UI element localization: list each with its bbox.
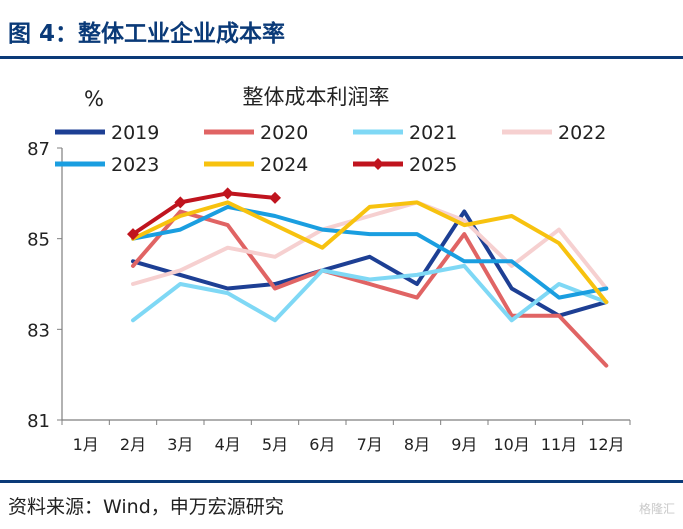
header-rule — [0, 56, 683, 59]
legend-label-2022: 2022 — [558, 122, 606, 144]
footer-rule — [0, 480, 683, 483]
x-tick-label: 7月 — [357, 435, 383, 454]
x-tick-label: 12月 — [588, 435, 624, 454]
series-line-2023 — [131, 204, 609, 300]
series-point-2025 — [221, 187, 234, 200]
x-tick-label: 6月 — [309, 435, 335, 454]
chart-title: 整体成本利润率 — [243, 85, 390, 109]
legend-label-2023: 2023 — [111, 154, 159, 176]
figure-title: 图 4：整体工业企业成本率 — [8, 21, 286, 47]
y-axis-unit: % — [84, 87, 104, 111]
series-line-2025 — [131, 191, 277, 237]
x-tick-label: 11月 — [541, 435, 577, 454]
line-chart: 整体成本利润率% 81 83 85 87 1月 2月 3月 4月 5月 6月 7月 8月 9月 10月 11月… — [27, 85, 631, 454]
x-tick-label: 8月 — [404, 435, 430, 454]
series-point-2025 — [269, 191, 281, 204]
watermark: 格隆汇 — [638, 502, 675, 516]
series-line-2022 — [131, 200, 609, 291]
x-tick-label: 5月 — [262, 435, 288, 454]
y-tick-label: 85 — [27, 230, 50, 251]
series-point-2025 — [174, 196, 187, 209]
y-tick-label: 83 — [27, 320, 50, 341]
x-tick-label: 3月 — [167, 435, 193, 454]
legend-label-2020: 2020 — [260, 122, 308, 144]
legend-label-2019: 2019 — [111, 122, 159, 144]
x-tick-label: 10月 — [493, 435, 529, 454]
x-tick-label: 9月 — [451, 435, 477, 454]
x-tick-label: 2月 — [120, 435, 146, 454]
legend-label-2024: 2024 — [260, 154, 308, 176]
chart-header: 图 4：整体工业企业成本率 — [0, 0, 683, 60]
series-point-2025 — [127, 228, 139, 241]
series-line-2020 — [131, 209, 609, 368]
series-line-2021 — [131, 263, 609, 323]
y-tick-label: 81 — [27, 411, 50, 432]
series-line-2024 — [131, 200, 609, 305]
y-tick-label: 87 — [27, 139, 50, 160]
series-line-2019 — [131, 209, 609, 318]
x-tick-label: 4月 — [215, 435, 241, 454]
legend-label-2025: 2025 — [409, 154, 457, 176]
legend-marker-2025 — [372, 158, 384, 170]
x-tick-label: 1月 — [73, 435, 99, 454]
legend-label-2021: 2021 — [409, 122, 457, 144]
source-note: 资料来源：Wind，申万宏源研究 — [8, 496, 284, 518]
